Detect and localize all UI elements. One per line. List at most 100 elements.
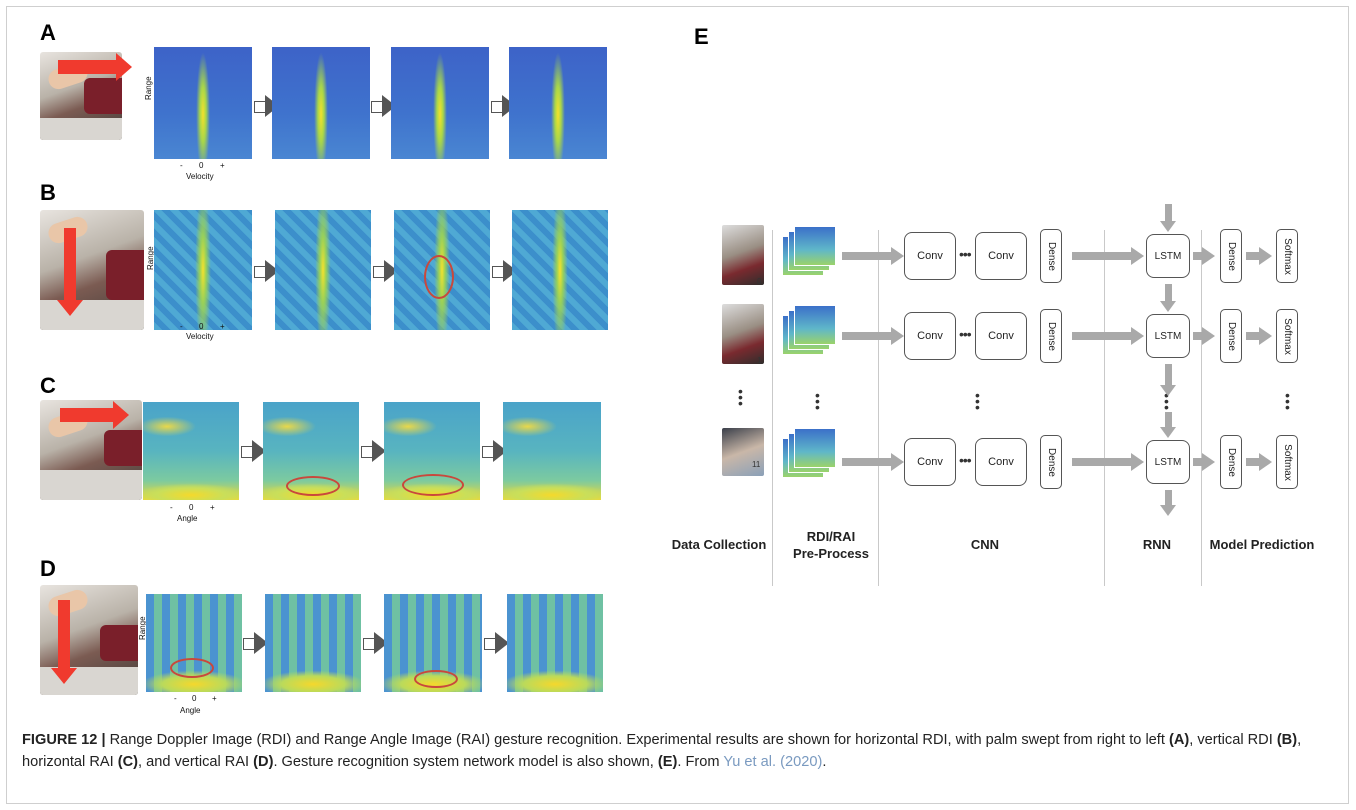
velocity-axis-label: Velocity <box>186 332 214 341</box>
caption-text: . From <box>677 754 724 770</box>
next-arrow-icon <box>241 440 267 462</box>
lstm-box: LSTM <box>1146 314 1190 358</box>
rdi-frame-b1 <box>154 210 252 330</box>
dense-label: Dense <box>1045 447 1057 477</box>
vertical-ellipsis-icon: ••• <box>815 387 820 415</box>
rdi-frame-a3 <box>391 47 489 159</box>
tick-zero: 0 <box>199 161 204 170</box>
tick-zero: 0 <box>199 322 204 331</box>
flow-arrow-icon <box>1246 247 1272 265</box>
frame-number: 1 <box>757 356 762 365</box>
angle-axis-label: Angle <box>177 514 198 523</box>
rdi-frame-b4 <box>512 210 608 330</box>
tick-minus: - <box>174 694 177 703</box>
rai-frame-d4 <box>507 594 603 692</box>
ellipsis-icon: ••• <box>959 452 972 468</box>
rdi-frame-b2 <box>275 210 371 330</box>
softmax-label: Softmax <box>1281 443 1293 481</box>
citation-link[interactable]: Yu et al. (2020) <box>723 754 823 770</box>
tick-minus: - <box>180 322 183 331</box>
vertical-arrow-icon <box>51 600 77 684</box>
angle-axis-label: Angle <box>180 706 201 715</box>
highlight-ellipse <box>414 670 458 688</box>
flow-arrow-icon <box>842 327 904 345</box>
caption-text: , and vertical RAI <box>137 754 254 770</box>
column-divider <box>1104 230 1105 586</box>
tick-zero: 0 <box>189 503 194 512</box>
tick-minus: - <box>170 503 173 512</box>
dense-box: Dense <box>1220 229 1242 283</box>
recurrent-arrow-icon <box>1160 490 1176 516</box>
caption-text: . Gesture recognition system network mod… <box>273 754 658 770</box>
dense-label: Dense <box>1045 241 1057 271</box>
frame-number: 11 <box>752 460 761 469</box>
ellipsis-icon: ••• <box>959 246 972 262</box>
panel-label-c: C <box>40 373 56 398</box>
recurrent-arrow-icon <box>1160 204 1176 232</box>
recurrent-arrow-icon <box>1160 412 1176 438</box>
data-thumbnail <box>722 225 764 285</box>
softmax-label: Softmax <box>1281 237 1293 275</box>
column-divider <box>1201 230 1202 586</box>
tick-minus: - <box>180 161 183 170</box>
flow-arrow-icon <box>842 453 904 471</box>
data-thumbnail <box>722 304 764 364</box>
dense-label: Dense <box>1225 321 1237 351</box>
dense-box: Dense <box>1220 309 1242 363</box>
stage-label-rdi-rai-line1: RDI/RAI <box>806 529 856 544</box>
caption-text: , vertical RDI <box>1189 732 1277 748</box>
panel-label-e: E <box>694 24 709 49</box>
next-arrow-icon <box>361 440 387 462</box>
ellipsis-icon: ••• <box>959 326 972 342</box>
caption-ref-d: (D) <box>253 754 274 770</box>
conv-box: Conv <box>904 312 956 360</box>
caption-ref-c: (C) <box>117 754 138 770</box>
tick-plus: + <box>210 503 215 512</box>
softmax-box: Softmax <box>1276 309 1298 363</box>
caption-ref-a: (A) <box>1168 732 1190 748</box>
horizontal-arrow-icon <box>58 53 132 81</box>
dense-label: Dense <box>1225 447 1237 477</box>
rdi-frame-a1 <box>154 47 252 159</box>
conv-box: Conv <box>904 438 956 486</box>
highlight-ellipse <box>402 474 464 496</box>
highlight-ellipse <box>170 658 214 678</box>
lstm-box: LSTM <box>1146 440 1190 484</box>
vertical-ellipsis-icon: ••• <box>1285 387 1290 415</box>
recurrent-arrow-icon <box>1160 364 1176 396</box>
lstm-box: LSTM <box>1146 234 1190 278</box>
recurrent-arrow-icon <box>1160 284 1176 312</box>
panel-label-a: A <box>40 20 56 45</box>
next-arrow-icon <box>243 632 269 654</box>
dense-box: Dense <box>1040 229 1062 283</box>
tick-plus: + <box>220 322 225 331</box>
rdi-frame-a4 <box>509 47 607 159</box>
figure-label: FIGURE 12 | <box>22 732 106 748</box>
data-thumbnail <box>722 428 764 476</box>
softmax-box: Softmax <box>1276 435 1298 489</box>
vertical-ellipsis-icon: ••• <box>738 383 743 411</box>
gesture-photo-b <box>40 210 144 330</box>
velocity-axis-label: Velocity <box>186 172 214 181</box>
conv-box: Conv <box>904 232 956 280</box>
rai-frame-d2 <box>265 594 361 692</box>
flow-arrow-icon <box>1072 247 1144 265</box>
flow-arrow-icon <box>1072 453 1144 471</box>
dense-box: Dense <box>1040 309 1062 363</box>
dense-box: Dense <box>1040 435 1062 489</box>
flow-arrow-icon <box>1246 327 1272 345</box>
frame-number: 0 <box>757 277 762 286</box>
softmax-label: Softmax <box>1281 317 1293 355</box>
next-arrow-icon <box>484 632 510 654</box>
caption-ref-e: (E) <box>657 754 678 770</box>
figure-caption: FIGURE 12 | Range Doppler Image (RDI) an… <box>22 729 1340 773</box>
highlight-ellipse <box>286 476 340 496</box>
flow-arrow-icon <box>1072 327 1144 345</box>
conv-box: Conv <box>975 438 1027 486</box>
softmax-box: Softmax <box>1276 229 1298 283</box>
rdi-rai-stack <box>782 305 836 355</box>
stage-label-model-prediction: Model Prediction <box>1209 537 1315 552</box>
dense-label: Dense <box>1225 241 1237 271</box>
rdi-rai-stack <box>782 428 836 478</box>
caption-ref-b: (B) <box>1276 732 1298 748</box>
